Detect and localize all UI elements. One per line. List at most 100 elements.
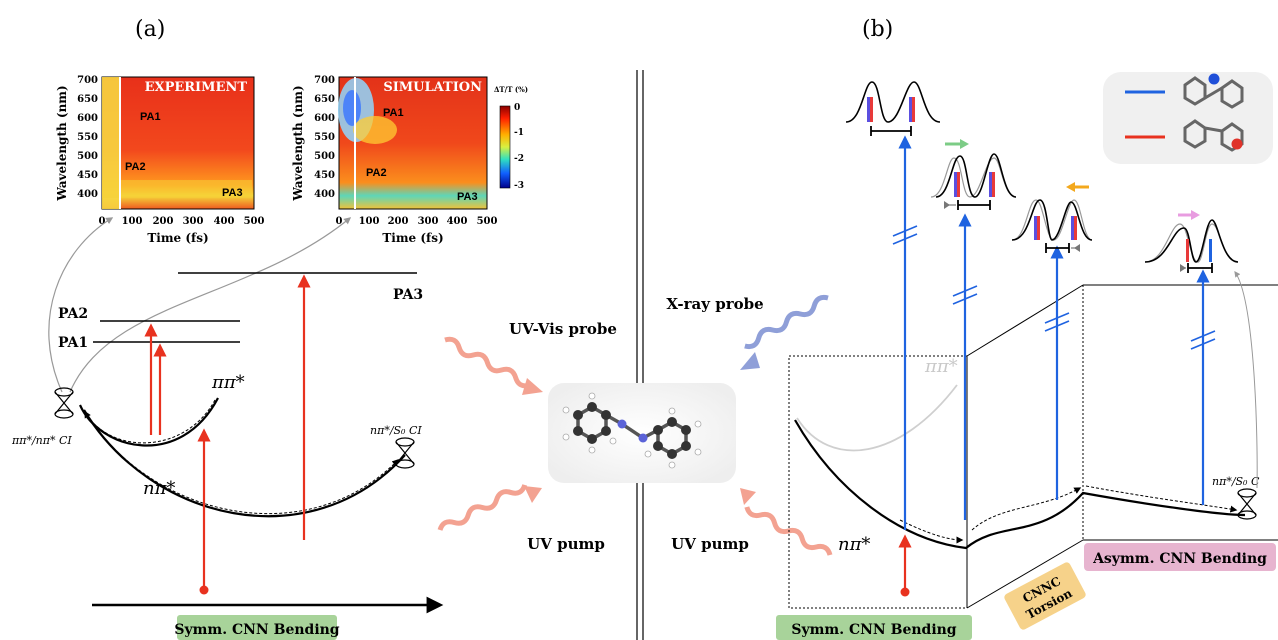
exp-band-pa3: PA3 [222, 187, 243, 199]
npi-label-b: nπ* [838, 534, 870, 555]
sim-ytick: 400 [314, 189, 335, 200]
exp-ytick: 450 [77, 170, 98, 181]
sim-xlabel: Time (fs) [382, 231, 443, 245]
experiment-title: EXPERIMENT [145, 80, 248, 95]
exp-ytick: 400 [77, 189, 98, 200]
ci-label-b: nπ*/S₀ C [1212, 475, 1260, 488]
pump-origin [199, 585, 209, 595]
exp-ytick: 650 [77, 94, 98, 105]
pipi-curve [78, 397, 219, 447]
center-region: UV-Vis probe UV pump X-ray probe UV pump [437, 294, 833, 556]
sim-ylabel: Wavelength (nm) [291, 85, 305, 201]
uv-pump-label-right: UV pump [671, 535, 749, 553]
npi-path [89, 419, 399, 515]
sim-ytick: 650 [314, 94, 335, 105]
pump-origin-b [900, 587, 910, 597]
xray-probe-wave [744, 294, 829, 350]
colorbar-label: ΔT/T (%) [494, 85, 528, 94]
npi-path-b [971, 487, 1082, 531]
coord-box-torsion: CNNC Torsion [1004, 562, 1086, 630]
xray-spectrum-1 [845, 81, 941, 136]
coord-label-asymm: Asymm. CNN Bending [1092, 551, 1267, 567]
colorbar: ΔT/T (%) 0 -1 -2 -3 [494, 85, 528, 191]
azobenzene-molecule [562, 392, 702, 469]
xray-spectrum-4 [1144, 210, 1239, 273]
ci-cone-left [54, 387, 74, 419]
uv-pump-wave-left [437, 484, 528, 531]
uvvis-probe-head [522, 378, 543, 395]
panel-a-label: (a) [135, 17, 165, 42]
exp-ytick: 700 [77, 75, 98, 86]
simulation-title: SIMULATION [383, 80, 482, 95]
exp-xtick: 200 [153, 216, 174, 227]
sim-band-pa3: PA3 [457, 191, 478, 203]
npi-curve-b [794, 419, 1246, 550]
colorbar-tick: -2 [514, 154, 524, 164]
uvvis-probe-label: UV-Vis probe [509, 320, 617, 338]
coord-box-symm-a [177, 615, 337, 640]
legend-highlight-n-red [1231, 138, 1243, 150]
sim-ytick: 700 [314, 75, 335, 86]
simulation-heatmap: SIMULATION PA1 PA2 PA3 Wavelength (nm) T… [291, 75, 497, 245]
legend-highlight-n-blue [1208, 73, 1220, 85]
pa2-label: PA2 [58, 306, 88, 322]
colorbar-tick: -1 [514, 128, 524, 138]
pes-box [788, 284, 1278, 609]
npi-label: nπ* [143, 478, 175, 499]
legend-molecule-top [1183, 76, 1244, 109]
pipi-label-b: ππ* [924, 356, 958, 377]
sim-xtick: 400 [447, 216, 468, 227]
exp-xtick: 400 [214, 216, 235, 227]
sim-ytick: 550 [314, 132, 335, 143]
pa1-label: PA1 [58, 335, 88, 351]
coord-label-symm-a: Symm. CNN Bending [174, 622, 339, 638]
exp-band-pa1: PA1 [140, 111, 161, 123]
xray-probe-label: X-ray probe [666, 295, 763, 313]
legend-card [1103, 72, 1273, 164]
ci-cone-right [395, 437, 415, 469]
pointer-arrow [48, 217, 114, 393]
pa3-label: PA3 [393, 287, 423, 303]
uv-pump-wave-right [744, 506, 833, 556]
ci-left-label: ππ*/nπ* CI [11, 434, 72, 447]
sim-ytick: 600 [314, 113, 335, 124]
energy-diagram-b: ππ* nπ* nπ*/S₀ C [776, 72, 1278, 640]
energy-diagram-a: PA3 PA2 PA1 ππ* nπ* ππ*/nπ* CI nπ*/S₀ CI [11, 272, 444, 640]
sim-band-pa2: PA2 [366, 167, 387, 179]
pipi-label: ππ* [211, 372, 245, 393]
panel-b-label: (b) [862, 17, 893, 42]
xray-spectrum-2 [930, 139, 1017, 210]
sim-xtick: 100 [359, 216, 380, 227]
uvvis-probe-wave [444, 336, 531, 389]
pipi-curve-b [796, 384, 958, 452]
exp-band-pa2: PA2 [125, 161, 146, 173]
sim-xtick: 0 [336, 216, 343, 227]
sim-xtick: 300 [418, 216, 439, 227]
uv-pump-head-left [524, 486, 542, 503]
ci-cone-b [1237, 488, 1257, 520]
exp-ytick: 600 [77, 113, 98, 124]
pipi-path [84, 399, 216, 444]
colorbar-tick: -3 [514, 181, 524, 191]
exp-ytick: 550 [77, 132, 98, 143]
pointer-arrow-b [1234, 271, 1258, 489]
exp-xtick: 300 [183, 216, 204, 227]
coord-box-asymm [1084, 543, 1276, 571]
colorbar-tick: 0 [514, 103, 520, 113]
uv-pump-label-left: UV pump [527, 535, 605, 553]
pointer-arrow [69, 217, 352, 393]
npi-path-b [1085, 485, 1238, 513]
exp-xtick: 100 [122, 216, 143, 227]
npi-path-b [899, 519, 964, 544]
ci-right-label: nπ*/S₀ CI [370, 424, 422, 437]
xray-probe-head [740, 352, 760, 370]
axis-breaks [892, 225, 1216, 350]
sim-xtick: 500 [477, 216, 498, 227]
sim-ytick: 500 [314, 151, 335, 162]
coord-box-symm-b [776, 615, 972, 640]
sim-band-pa1: PA1 [383, 107, 404, 119]
exp-ytick: 500 [77, 151, 98, 162]
sim-xtick: 200 [388, 216, 409, 227]
